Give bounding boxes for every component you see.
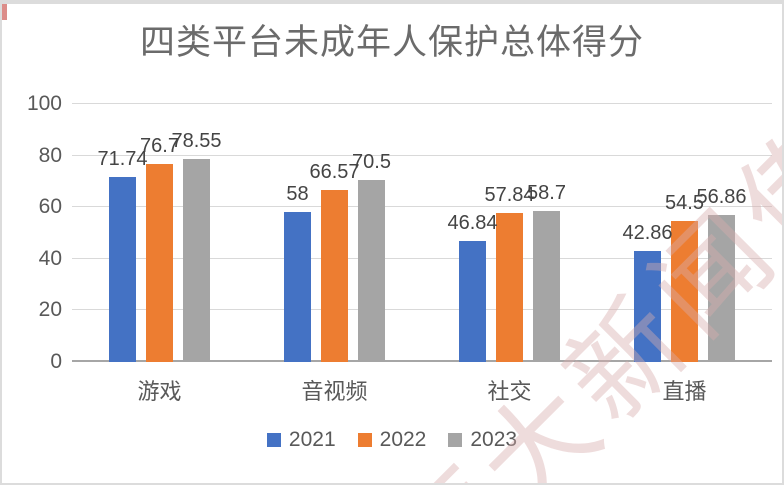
legend-swatch-icon bbox=[448, 433, 463, 447]
y-tick-label: 100 bbox=[26, 92, 62, 115]
gridline-100 bbox=[72, 103, 772, 104]
data-label: 78.55 bbox=[171, 130, 222, 153]
bar-2021-游戏 bbox=[109, 176, 136, 362]
bar-2021-社交 bbox=[459, 241, 486, 362]
bar-2022-社交 bbox=[496, 212, 523, 362]
data-label: 58 bbox=[286, 183, 309, 206]
bar-wrap: 58.7 bbox=[527, 181, 566, 362]
gridline-20 bbox=[72, 309, 772, 311]
bar-wrap: 54.5 bbox=[665, 192, 704, 362]
bar-wrap: 58 bbox=[279, 183, 316, 362]
legend-label: 2023 bbox=[470, 428, 518, 451]
bar-wrap: 57.84 bbox=[484, 184, 535, 362]
y-tick-label: 40 bbox=[38, 246, 62, 270]
legend-item-2022: 2022 bbox=[357, 428, 427, 452]
bar-wrap: 56.86 bbox=[696, 186, 747, 362]
legend-swatch-icon bbox=[357, 433, 372, 447]
plot-area: 71.74 76.7 78.55 58 66.57 70.5 46.84 57.84 58.7 4… bbox=[72, 103, 772, 362]
gridline-0 bbox=[72, 360, 772, 362]
bar-2023-直播 bbox=[708, 215, 735, 362]
bar-group-音视频: 58 66.57 70.5 bbox=[247, 104, 422, 362]
data-label: 76.7 bbox=[140, 135, 179, 158]
bar-group-游戏: 71.74 76.7 78.55 bbox=[72, 104, 247, 362]
legend: 2021 2022 2023 bbox=[2, 428, 782, 452]
gridline-40 bbox=[72, 257, 772, 259]
bar-groups: 71.74 76.7 78.55 58 66.57 70.5 46.84 57.84 58.7 4… bbox=[72, 104, 772, 362]
y-tick-label: 80 bbox=[38, 143, 62, 167]
data-label: 58.7 bbox=[527, 181, 566, 204]
bar-2022-音视频 bbox=[321, 190, 348, 362]
data-label: 54.5 bbox=[665, 192, 704, 215]
data-label: 56.86 bbox=[696, 186, 747, 209]
gridline-80 bbox=[72, 154, 772, 156]
legend-label: 2022 bbox=[379, 428, 427, 451]
bar-2023-游戏 bbox=[183, 159, 210, 362]
bar-2021-音视频 bbox=[284, 212, 311, 362]
x-label-社交: 社交 bbox=[487, 379, 532, 404]
bar-wrap: 70.5 bbox=[352, 151, 391, 362]
legend-swatch-icon bbox=[266, 433, 281, 447]
y-axis: 0 20 40 60 80 100 bbox=[16, 93, 62, 373]
x-label-游戏: 游戏 bbox=[137, 379, 182, 404]
y-tick-label: 0 bbox=[50, 350, 62, 373]
bar-2023-社交 bbox=[533, 210, 560, 362]
gridline-60 bbox=[72, 206, 772, 208]
chart-title: 四类平台未成年人保护总体得分 bbox=[139, 23, 644, 62]
data-label: 66.57 bbox=[309, 161, 360, 184]
data-label: 70.5 bbox=[352, 151, 391, 174]
bar-wrap: 46.84 bbox=[447, 212, 498, 362]
x-axis-labels: 游戏 音视频 社交 直播 bbox=[72, 374, 772, 406]
bar-wrap: 66.57 bbox=[309, 161, 360, 362]
bar-2023-音视频 bbox=[358, 180, 385, 362]
legend-item-2021: 2021 bbox=[266, 428, 336, 452]
x-label-直播: 直播 bbox=[662, 379, 707, 404]
y-tick-label: 20 bbox=[38, 298, 62, 322]
bar-2022-直播 bbox=[671, 221, 698, 362]
bar-wrap: 71.74 bbox=[97, 148, 148, 362]
bar-group-直播: 42.86 54.5 56.86 bbox=[597, 104, 772, 362]
data-label: 57.84 bbox=[484, 183, 535, 206]
legend-label: 2021 bbox=[288, 428, 336, 451]
bar-wrap: 42.86 bbox=[622, 222, 673, 362]
data-label: 42.86 bbox=[622, 222, 673, 245]
red-corner-mark bbox=[2, 4, 7, 20]
bar-group-社交: 46.84 57.84 58.7 bbox=[422, 104, 597, 362]
bar-2022-游戏 bbox=[146, 164, 173, 362]
data-label: 71.74 bbox=[97, 147, 148, 170]
legend-item-2023: 2023 bbox=[448, 428, 517, 452]
bar-wrap: 78.55 bbox=[171, 130, 222, 362]
bar-wrap: 76.7 bbox=[140, 135, 179, 362]
data-label: 46.84 bbox=[447, 212, 498, 235]
y-tick-label: 60 bbox=[38, 195, 62, 219]
bar-2021-直播 bbox=[634, 251, 661, 362]
x-label-音视频: 音视频 bbox=[301, 379, 368, 404]
